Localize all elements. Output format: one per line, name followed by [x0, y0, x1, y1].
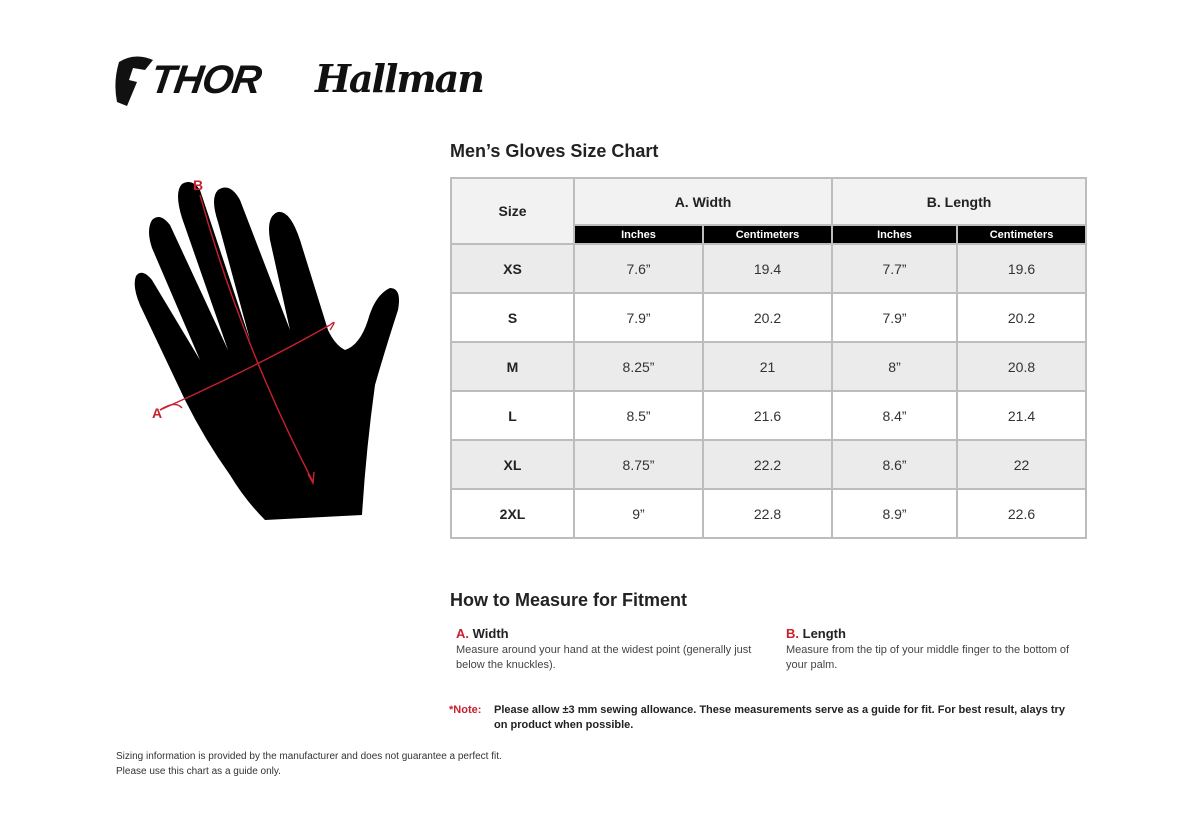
disclaimer-line: Sizing information is provided by the ma…: [116, 751, 502, 762]
length-measure-line: [199, 194, 314, 483]
width-name: Width: [472, 626, 509, 641]
cell-w-cm: 19.4: [701, 243, 834, 294]
cell-l-cm: 22: [956, 439, 1088, 490]
hand-diagram: A B: [134, 177, 399, 520]
label-b: B: [193, 177, 203, 193]
cell-l-in: 8.9”: [831, 488, 959, 539]
cell-size: XL: [450, 439, 575, 490]
cell-w-in: 9”: [573, 488, 704, 539]
table-row: 2XL 9” 22.8 8.9” 22.6: [450, 488, 1088, 539]
cell-l-in: 8”: [831, 341, 959, 392]
note: *Note: Please allow ±3 mm sewing allowan…: [449, 703, 1079, 733]
length-instruction: B. Length Measure from the tip of your m…: [786, 626, 1086, 673]
cell-l-in: 7.7”: [831, 243, 959, 294]
cell-w-cm: 22.8: [701, 488, 834, 539]
cell-l-cm: 20.2: [956, 292, 1088, 343]
table-row: S 7.9” 20.2 7.9” 20.2: [450, 292, 1088, 343]
cell-w-cm: 22.2: [701, 439, 834, 490]
measure-title: How to Measure for Fitment: [450, 590, 688, 610]
disclaimer: Sizing information is provided by the ma…: [116, 749, 502, 779]
thor-logo: THOR: [147, 58, 264, 102]
width-letter: A.: [456, 626, 469, 641]
table-row: L 8.5” 21.6 8.4” 21.4: [450, 390, 1088, 441]
chart-title: Men’s Gloves Size Chart: [450, 141, 659, 161]
cell-w-cm: 20.2: [701, 292, 834, 343]
note-key: *Note:: [449, 704, 482, 716]
sub-header: Centimeters: [956, 224, 1088, 245]
brand-logos: THOR Hallman: [115, 50, 485, 110]
disclaimer-line: Please use this chart as a guide only.: [116, 766, 281, 777]
note-text: Please allow ±3 mm sewing allowance. The…: [494, 704, 1065, 731]
cell-l-cm: 19.6: [956, 243, 1088, 294]
size-header: Size: [450, 177, 575, 245]
width-desc: Measure around your hand at the widest p…: [456, 644, 752, 671]
cell-l-cm: 20.8: [956, 341, 1088, 392]
cell-size: L: [450, 390, 575, 441]
sub-header: Inches: [573, 224, 704, 245]
sub-header: Centimeters: [701, 224, 834, 245]
length-header: B. Length: [831, 177, 1088, 226]
length-desc: Measure from the tip of your middle fing…: [786, 644, 1070, 671]
cell-size: S: [450, 292, 575, 343]
table-row: M 8.25” 21 8” 20.8: [450, 341, 1088, 392]
hallman-logo: Hallman: [315, 56, 485, 101]
size-chart-table: Size A. Width B. Length Inches Centimete…: [450, 177, 1088, 539]
label-a: A: [152, 405, 162, 421]
width-instruction: A. Width Measure around your hand at the…: [456, 626, 766, 673]
cell-l-in: 7.9”: [831, 292, 959, 343]
cell-size: M: [450, 341, 575, 392]
table-row: XS 7.6” 19.4 7.7” 19.6: [450, 243, 1088, 294]
cell-w-cm: 21.6: [701, 390, 834, 441]
cell-l-in: 8.4”: [831, 390, 959, 441]
thor-helmet-logo-icon: [115, 56, 153, 106]
width-measure-line: [159, 324, 331, 411]
cell-size: XS: [450, 243, 575, 294]
cell-w-in: 8.25”: [573, 341, 704, 392]
cell-w-in: 7.6”: [573, 243, 704, 294]
table-row: XL 8.75” 22.2 8.6” 22: [450, 439, 1088, 490]
cell-size: 2XL: [450, 488, 575, 539]
cell-w-in: 8.75”: [573, 439, 704, 490]
cell-w-in: 7.9”: [573, 292, 704, 343]
cell-l-cm: 22.6: [956, 488, 1088, 539]
hand-silhouette: [134, 182, 399, 520]
cell-w-in: 8.5”: [573, 390, 704, 441]
cell-l-in: 8.6”: [831, 439, 959, 490]
length-name: Length: [802, 626, 846, 641]
width-header: A. Width: [572, 177, 834, 226]
cell-w-cm: 21: [701, 341, 834, 392]
cell-l-cm: 21.4: [956, 390, 1088, 441]
length-letter: B.: [786, 626, 799, 641]
sub-header: Inches: [831, 224, 959, 245]
